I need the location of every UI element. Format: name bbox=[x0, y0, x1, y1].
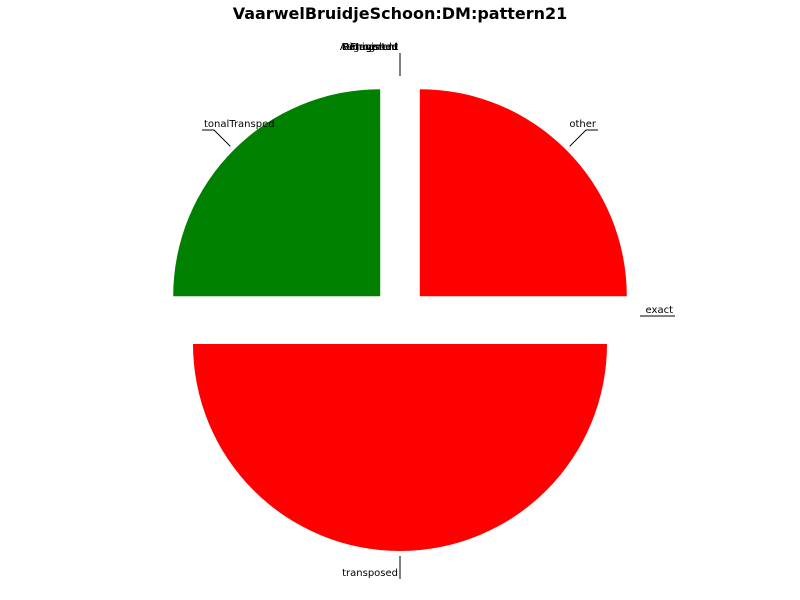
pie-label-inverted: Inverted bbox=[356, 42, 398, 53]
pie-label-fragment: Fragment bbox=[350, 42, 398, 53]
pie-label-diminished: Diminished bbox=[342, 42, 398, 53]
pie-label-tonal-transped: tonalTransped bbox=[204, 119, 275, 130]
pie-label-tt-fragment: ttFragment bbox=[342, 42, 398, 53]
leader-line-tonal-transped bbox=[202, 129, 231, 147]
pie-slice-other bbox=[419, 89, 627, 297]
pie-label-augmented: Augmented bbox=[340, 42, 398, 53]
pie-labels: other exact transposed tonalTransped ttFragm… bbox=[202, 42, 675, 579]
pie-label-exact: exact bbox=[646, 305, 674, 316]
pie-label-retrograde: Retrograde bbox=[342, 42, 398, 53]
chart-title: VaarwelBruidjeSchoon:DM:pattern21 bbox=[233, 4, 568, 23]
pie-slice-transposed bbox=[193, 344, 607, 551]
pie-slices bbox=[173, 89, 627, 551]
pie-label-transposed: transposed bbox=[342, 568, 398, 579]
pie-label-other: other bbox=[569, 119, 597, 130]
leader-line-other bbox=[569, 129, 598, 147]
pie-slice-tonal-transped bbox=[173, 89, 381, 297]
